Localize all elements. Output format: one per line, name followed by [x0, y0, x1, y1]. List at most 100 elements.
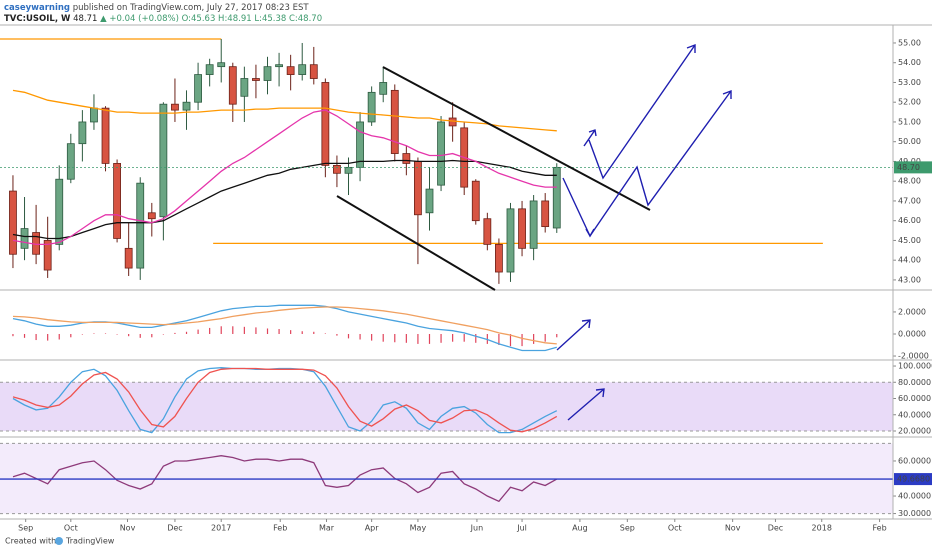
author: caseywarning [4, 3, 70, 13]
x-tick-label: Feb [273, 524, 287, 533]
y-tick-label: 47.00 [898, 196, 921, 205]
candle-body [55, 178, 64, 245]
y-tick-label: 2.0000 [898, 307, 926, 316]
y-tick-label: 60.0000 [898, 456, 931, 465]
indicator-line [12, 159, 557, 240]
candle-body [506, 208, 515, 273]
candle-body [90, 107, 98, 123]
channel-lower [336, 195, 496, 291]
candle-body [275, 64, 283, 68]
brand-logo [55, 537, 63, 545]
channel-upper [382, 66, 651, 211]
x-tick-label: Feb [872, 524, 886, 533]
candle-body [437, 121, 445, 186]
y-tick-label: -2.0000 [898, 352, 929, 361]
candle-body [194, 74, 202, 103]
candle-body [147, 212, 156, 220]
x-tick-label: Aug [572, 524, 588, 533]
x-tick-label: May [410, 524, 427, 533]
x-tick-label: Dec [167, 524, 182, 533]
candle-body [356, 121, 364, 168]
candle-body [414, 161, 422, 216]
footer-brand: TradingView [65, 537, 115, 546]
arrow [583, 129, 596, 147]
header-line-1: caseywarning published on TradingView.co… [4, 3, 309, 13]
candle-body [205, 64, 214, 75]
footer-created: Created with [5, 537, 56, 546]
y-tick-label: 48.00 [898, 177, 921, 186]
band [0, 382, 893, 431]
y-tick-label: 44.00 [898, 256, 921, 265]
y-tick-label: 100.0000 [898, 362, 932, 371]
x-tick-label: Oct [668, 524, 682, 533]
candle-body [390, 89, 399, 154]
indicator-line [12, 455, 558, 503]
candle-body [101, 107, 110, 164]
indicator-line [12, 89, 557, 132]
candle-body [113, 163, 121, 239]
candle-body [78, 121, 87, 145]
y-tick-label: 20.0000 [898, 426, 931, 435]
x-tick-label: Nov [725, 524, 741, 533]
symbol: TVC:USOIL, W [4, 14, 71, 24]
x-tick-label: 2017 [211, 524, 231, 533]
published: published on TradingView.com, July 27, 2… [73, 3, 310, 13]
candle-body [402, 153, 411, 164]
indicator-line [12, 367, 558, 434]
x-tick-label: Jun [470, 524, 484, 533]
x-tick-label: Oct [64, 524, 78, 533]
x-tick-label: Mar [319, 524, 335, 533]
y-tick-label: 50.00 [898, 137, 921, 146]
candle-body [379, 82, 388, 95]
candle-body [541, 200, 550, 228]
x-tick-label: Sep [18, 524, 33, 533]
header-line-2: TVC:USOIL, W 48.71 ▲ +0.04 (+0.08%) O:45… [4, 14, 322, 24]
arrowhead [585, 228, 595, 238]
candle-body [529, 200, 538, 249]
y-tick-label: 0.0000 [898, 329, 926, 338]
change: ▲ +0.04 (+0.08%) [100, 14, 179, 24]
x-tick-label: Apr [365, 524, 380, 533]
x-tick-label: 2018 [812, 524, 832, 533]
candle-body [171, 103, 179, 111]
candle-body [136, 182, 145, 269]
last-value-label: 49.6680 [897, 475, 930, 484]
candle-body [298, 64, 307, 75]
candle-body [333, 164, 341, 174]
candle-body [425, 188, 434, 214]
arrow [567, 388, 605, 421]
indicator-line [12, 367, 558, 433]
candle-body [20, 228, 29, 249]
candle-body [43, 240, 52, 271]
indicator-line [12, 306, 557, 345]
y-tick-label: 40.0000 [898, 410, 931, 419]
arrowhead [588, 129, 597, 137]
candle-body [471, 180, 480, 222]
y-tick-label: 51.00 [898, 117, 921, 126]
arrowhead [686, 43, 696, 53]
y-tick-label: 80.0000 [898, 378, 931, 387]
candle-body [518, 208, 526, 249]
y-tick-label: 60.0000 [898, 394, 931, 403]
arrow [562, 90, 732, 238]
y-tick-label: 46.00 [898, 216, 921, 225]
x-tick-label: Dec [768, 524, 783, 533]
arrows [556, 43, 732, 421]
indicator-line [12, 109, 557, 246]
candle-body [495, 243, 503, 273]
candle-body [240, 78, 249, 97]
candle-body [552, 166, 561, 229]
candle-body [286, 66, 295, 75]
candle-body [263, 66, 272, 81]
x-tick-label: Sep [620, 524, 635, 533]
candle-body [344, 166, 353, 174]
y-tick-label: 30.0000 [898, 509, 931, 518]
annotations [336, 43, 732, 421]
candle-body [228, 66, 237, 105]
y-tick-label: 40.0000 [898, 492, 931, 501]
candle-body [9, 190, 17, 255]
candle-body [66, 143, 75, 180]
last-value-label: 48.70 [897, 163, 920, 172]
y-tick-label: 53.00 [898, 78, 921, 87]
